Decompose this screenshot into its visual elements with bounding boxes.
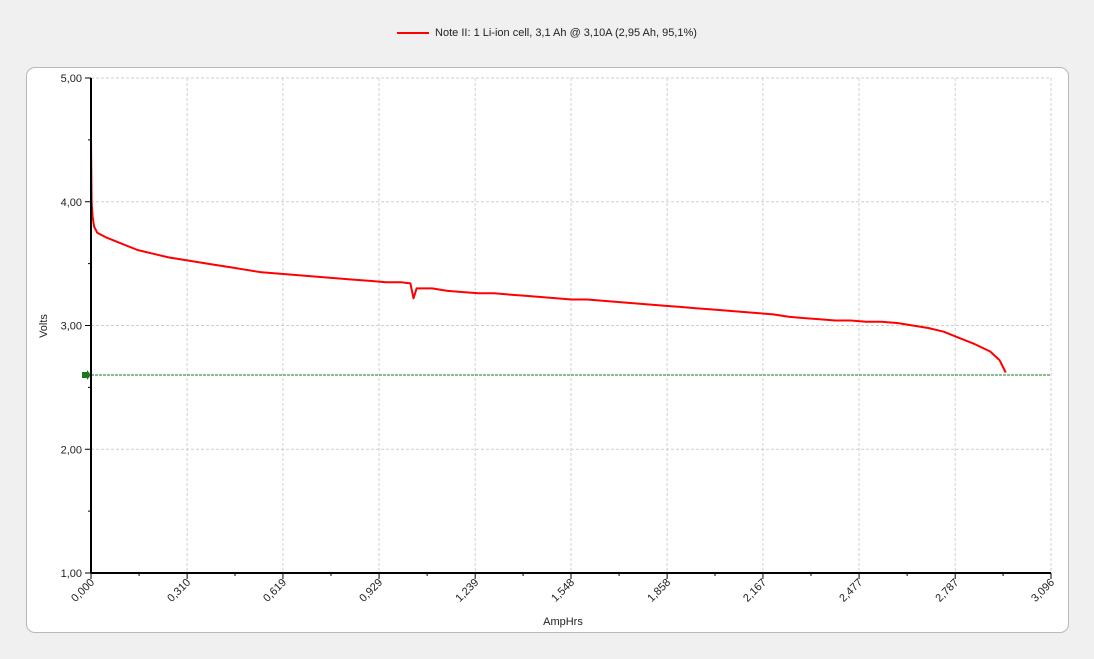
series-line	[90, 139, 1007, 373]
cutoff-marker	[82, 370, 1051, 380]
x-tick-label: 2,787	[933, 577, 961, 605]
series-layer	[90, 139, 1007, 373]
y-tick-label: 3,00	[61, 321, 82, 333]
y-axis-title: Volts	[38, 314, 50, 338]
chart-legend: Note II: 1 Li-ion cell, 3,1 Ah @ 3,10A (…	[0, 22, 1094, 44]
x-tick-label: 1,239	[453, 577, 481, 605]
axes	[85, 77, 1052, 579]
x-tick-label: 0,929	[357, 577, 385, 605]
x-axis-title: AmpHrs	[543, 616, 583, 628]
legend-series-label: Note II: 1 Li-ion cell, 3,1 Ah @ 3,10A (…	[435, 27, 697, 39]
x-tick-label: 0,000	[69, 577, 97, 605]
y-tick-label: 2,00	[61, 444, 82, 456]
x-tick-label: 1,858	[645, 577, 673, 605]
y-tick-label: 1,00	[61, 568, 82, 580]
grid	[91, 77, 1052, 573]
x-tick-label: 2,167	[741, 577, 769, 605]
legend-swatch	[397, 32, 430, 34]
x-tick-label: 3,096	[1029, 577, 1057, 605]
y-tick-label: 4,00	[61, 197, 82, 209]
tick-labels: 0,000 0,310 0,619 0,929 1,239 1,548 1,858 2,167…	[61, 73, 1058, 605]
x-tick-label: 2,477	[837, 577, 865, 605]
cutoff-arrow-icon	[82, 370, 91, 380]
x-tick-label: 1,548	[549, 577, 577, 605]
x-tick-label: 0,619	[261, 577, 289, 605]
plot-frame	[26, 67, 1069, 633]
x-tick-label: 0,310	[165, 577, 193, 605]
y-tick-label: 5,00	[61, 73, 82, 85]
